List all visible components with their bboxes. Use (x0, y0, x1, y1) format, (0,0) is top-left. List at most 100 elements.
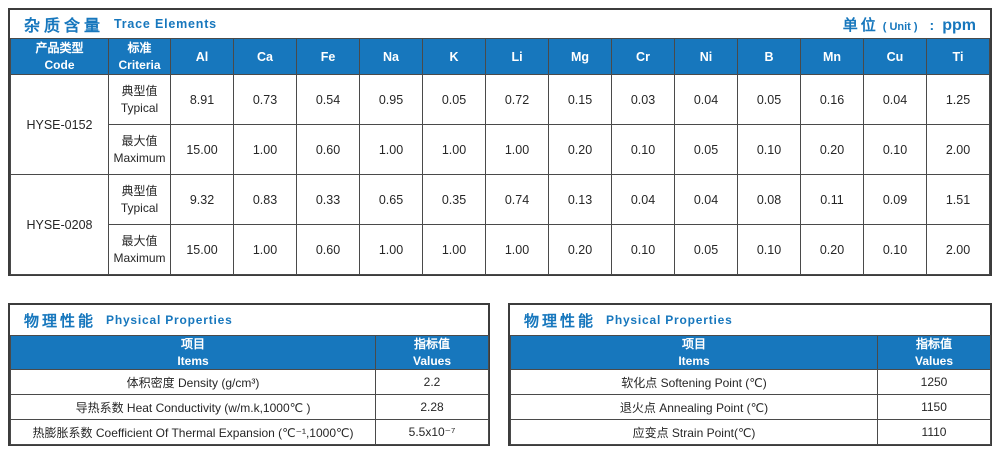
value-cell: 1.00 (485, 224, 549, 275)
value-cell: 0.20 (800, 224, 864, 275)
column-header-element-ti: Ti (926, 38, 990, 75)
table-row-hyse0152-maximum: 最大值 Maximum 15.00 1.00 0.60 1.00 1.00 1.… (11, 124, 990, 175)
physical-properties-right-panel: 物理性能 Physical Properties 项目 Items 指标值 Va… (508, 303, 992, 446)
value-cell: 1.00 (422, 124, 486, 175)
item-cell: 应变点 Strain Point(℃) (510, 419, 878, 445)
value-cell: 5.5x10⁻⁷ (375, 419, 489, 445)
criteria-label-maximum: 最大值 Maximum (108, 224, 171, 275)
table-row-annealing-point: 退火点 Annealing Point (℃) 1150 (510, 394, 991, 420)
column-header-values: 指标值 Values (877, 335, 991, 370)
value-cell: 1110 (877, 419, 991, 445)
column-header-code-en: Code (44, 57, 75, 72)
column-header-values-en: Values (914, 353, 954, 368)
column-header-element-k: K (422, 38, 486, 75)
criteria-label-typical: 典型值 Typical (108, 174, 171, 225)
unit-label-zh: 单位 (842, 16, 879, 34)
value-cell: 0.20 (548, 124, 612, 175)
value-cell: 0.20 (548, 224, 612, 275)
value-cell: 0.20 (800, 124, 864, 175)
criteria-typical-zh: 典型值 (121, 184, 158, 199)
column-header-code: 产品类型 Code (10, 38, 109, 75)
value-cell: 0.73 (233, 74, 297, 125)
value-cell: 8.91 (170, 74, 234, 125)
value-cell: 0.33 (296, 174, 360, 225)
unit-value: ppm (942, 16, 976, 34)
value-cell: 1.00 (422, 224, 486, 275)
physical-left-titlebar: 物理性能 Physical Properties (10, 305, 488, 335)
value-cell: 2.00 (926, 224, 990, 275)
table-row-heat-conductivity: 导热系数 Heat Conductivity (w/m.k,1000℃ ) 2.… (10, 394, 489, 420)
column-header-items-zh: 项目 (681, 337, 706, 352)
physical-right-table: 项目 Items 指标值 Values 软化点 Softening Point … (510, 335, 991, 445)
value-cell: 0.10 (611, 224, 675, 275)
value-cell: 0.03 (611, 74, 675, 125)
unit-label-en: ( Unit ) (882, 20, 918, 33)
value-cell: 0.05 (737, 74, 801, 125)
table-row-hyse0208-typical: HYSE-0208 典型值 Typical 9.32 0.83 0.33 0.6… (10, 174, 990, 275)
physical-left-header-row: 项目 Items 指标值 Values (10, 335, 489, 370)
value-cell: 1.00 (485, 124, 549, 175)
item-cell: 软化点 Softening Point (℃) (510, 369, 878, 395)
column-header-criteria-en: Criteria (118, 57, 161, 72)
physical-right-titlebar: 物理性能 Physical Properties (510, 305, 990, 335)
value-cell: 0.08 (737, 174, 801, 225)
criteria-maximum-zh: 最大值 (121, 234, 158, 249)
table-row-hyse0208-maximum: 最大值 Maximum 15.00 1.00 0.60 1.00 1.00 1.… (11, 224, 990, 275)
column-header-values-zh: 指标值 (915, 337, 952, 352)
column-header-items: 项目 Items (510, 335, 878, 370)
criteria-typical-en: Typical (120, 200, 159, 215)
column-header-criteria: 标准 Criteria (108, 38, 171, 75)
column-header-element-mg: Mg (548, 38, 612, 75)
unit-indicator: 单位 ( Unit ) : ppm (843, 14, 976, 35)
value-cell: 0.10 (863, 224, 927, 275)
physical-right-title-en: Physical Properties (606, 313, 733, 327)
column-header-values: 指标值 Values (375, 335, 489, 370)
value-cell: 0.74 (485, 174, 549, 225)
value-cell: 0.10 (611, 124, 675, 175)
value-cell: 15.00 (170, 224, 234, 275)
value-cell: 2.2 (375, 369, 489, 395)
value-cell: 0.09 (863, 174, 927, 225)
criteria-typical-zh: 典型值 (121, 84, 158, 99)
product-code-cell: HYSE-0152 (10, 74, 109, 175)
unit-colon: : (929, 16, 935, 33)
value-cell: 0.10 (737, 124, 801, 175)
value-cell: 9.32 (170, 174, 234, 225)
value-cell: 1.00 (233, 224, 297, 275)
column-header-values-zh: 指标值 (413, 337, 450, 352)
value-cell: 2.28 (375, 394, 489, 420)
value-cell: 0.11 (800, 174, 864, 225)
value-cell: 0.16 (800, 74, 864, 125)
trace-elements-panel: 杂质含量 Trace Elements 单位 ( Unit ) : ppm 产品… (8, 8, 992, 276)
physical-left-title-en: Physical Properties (106, 313, 233, 327)
value-cell: 0.04 (674, 74, 738, 125)
value-cell: 0.72 (485, 74, 549, 125)
value-cell: 0.10 (737, 224, 801, 275)
criteria-maximum-zh: 最大值 (121, 134, 158, 149)
table-row-softening-point: 软化点 Softening Point (℃) 1250 (510, 369, 991, 395)
table-row-density: 体积密度 Density (g/cm³) 2.2 (10, 369, 489, 395)
product-code-cell: HYSE-0208 (10, 174, 109, 275)
value-cell: 15.00 (170, 124, 234, 175)
column-header-criteria-zh: 标准 (127, 41, 152, 56)
table-row-thermal-expansion: 热膨胀系数 Coefficient Of Thermal Expansion (… (10, 419, 489, 445)
column-header-items-en: Items (177, 353, 209, 368)
criteria-label-typical: 典型值 Typical (108, 74, 171, 125)
value-cell: 0.65 (359, 174, 423, 225)
value-cell: 0.05 (422, 74, 486, 125)
column-header-element-mn: Mn (800, 38, 864, 75)
value-cell: 1.51 (926, 174, 990, 225)
column-header-items: 项目 Items (10, 335, 376, 370)
value-cell: 0.13 (548, 174, 612, 225)
value-cell: 0.04 (611, 174, 675, 225)
criteria-maximum-en: Maximum (113, 250, 166, 265)
value-cell: 0.35 (422, 174, 486, 225)
table-row-strain-point: 应变点 Strain Point(℃) 1110 (510, 419, 991, 445)
trace-header-row: 产品类型 Code 标准 Criteria Al Ca Fe Na K Li M… (10, 38, 990, 75)
value-cell: 1.00 (233, 124, 297, 175)
value-cell: 0.04 (674, 174, 738, 225)
trace-elements-table: 产品类型 Code 标准 Criteria Al Ca Fe Na K Li M… (10, 38, 990, 275)
value-cell: 0.95 (359, 74, 423, 125)
column-header-element-cu: Cu (863, 38, 927, 75)
column-header-element-li: Li (485, 38, 549, 75)
